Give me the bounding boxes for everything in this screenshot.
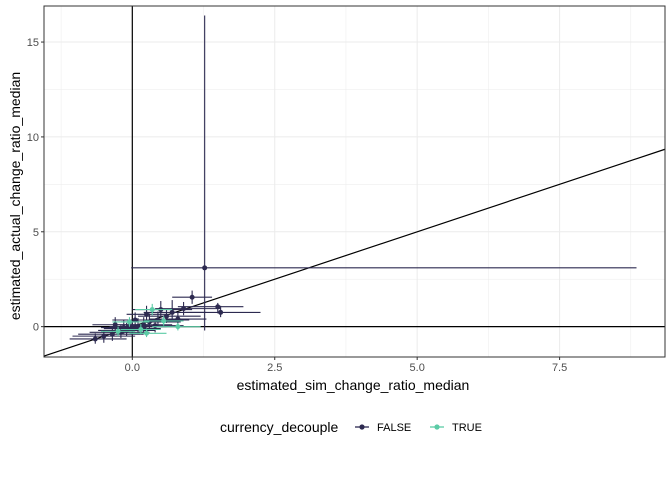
data-point [101,333,107,339]
data-point [169,309,175,315]
data-point [138,326,144,332]
data-point [218,309,224,315]
data-point [92,336,98,342]
y-tick-label: 0 [33,322,39,334]
data-point [175,316,181,322]
x-tick-label: 7.5 [552,362,567,374]
data-point [181,306,187,312]
data-point [109,331,115,337]
data-point [215,304,221,310]
x-tick-label: 5.0 [410,362,425,374]
y-axis-title: estimated_actual_change_ratio_median [7,72,23,320]
data-point [202,265,208,271]
y-axis-ticks: 0 5 10 15 [27,37,44,334]
legend-key-point [434,424,440,430]
legend-items: FALSE TRUE [355,422,482,434]
x-tick-label: 0.0 [125,362,140,374]
data-point [161,318,167,324]
data-point [115,328,121,334]
data-point [144,330,150,336]
y-tick-label: 15 [27,37,39,49]
panel-border [43,5,666,358]
data-point [121,325,127,331]
x-axis-ticks: 0.0 2.5 5.0 7.5 [125,357,567,374]
data-point [175,324,181,330]
series-true [100,303,201,338]
x-tick-label: 2.5 [267,362,282,374]
legend: currency_decouple FALSE TRUE [220,419,482,435]
legend-label-false: FALSE [377,422,411,434]
legend-key-point [359,424,365,430]
legend-label-true: TRUE [452,422,482,434]
data-point [132,317,138,323]
data-point [189,294,195,300]
x-axis-title: estimated_sim_change_ratio_median [237,377,470,393]
plot-panel [43,5,666,358]
y-tick-label: 5 [33,227,39,239]
data-marks [69,15,637,344]
data-point [112,322,118,328]
data-point [152,323,158,329]
y-tick-label: 10 [27,132,39,144]
data-point [126,319,132,325]
data-point [144,311,150,317]
data-point [163,313,169,319]
legend-title: currency_decouple [220,419,339,435]
data-point [149,307,155,313]
